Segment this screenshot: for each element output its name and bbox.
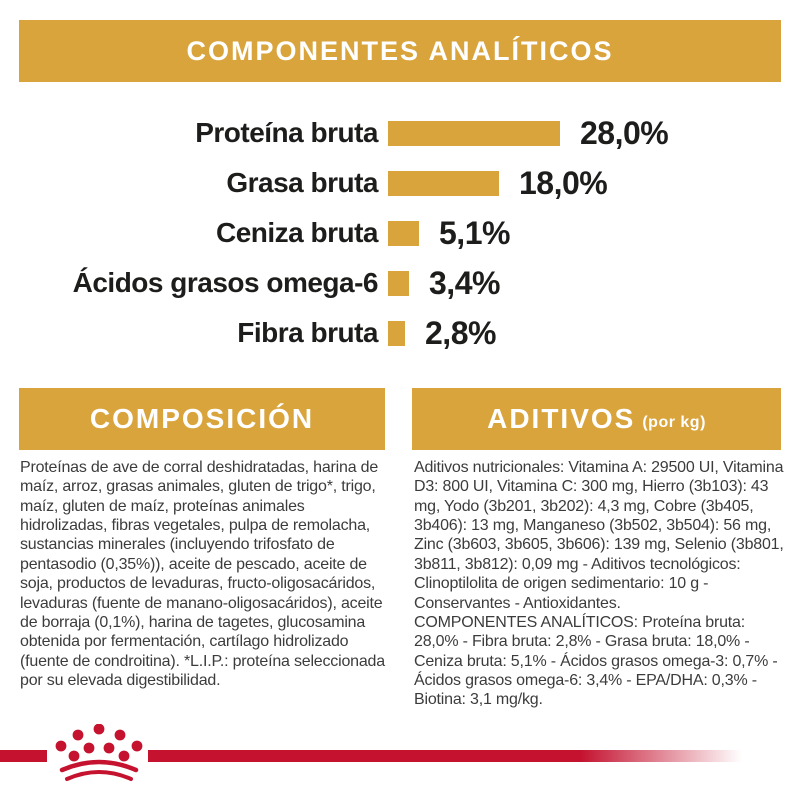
chart-bar — [388, 120, 560, 146]
chart-rows: Proteína bruta 28,0% Grasa bruta 18,0% C… — [0, 108, 800, 358]
analytical-components-chart: Proteína bruta 28,0% Grasa bruta 18,0% C… — [0, 108, 800, 358]
composition-body-text: Proteínas de ave de corral deshidratadas… — [20, 459, 385, 689]
chart-bar — [388, 220, 419, 246]
chart-row: Proteína bruta 28,0% — [0, 108, 800, 158]
chart-row: Ácidos grasos omega-6 3,4% — [0, 258, 800, 308]
composition-banner-title: COMPOSICIÓN — [89, 403, 315, 434]
chart-row-value: 5,1% — [439, 214, 510, 251]
chart-row-label: Ácidos grasos omega-6 — [72, 267, 379, 298]
brand-stripe-left — [0, 750, 47, 762]
chart-row-value: 3,4% — [429, 264, 500, 301]
additives-text-column: Aditivos nutricionales: Vitamina A: 2950… — [414, 458, 788, 710]
chart-row-value: 28,0% — [580, 114, 669, 151]
chart-row-label: Ceniza bruta — [215, 217, 379, 248]
chart-row: Fibra bruta 2,8% — [0, 308, 800, 358]
additives-banner-suffix: (por kg) — [642, 414, 706, 431]
composition-banner: COMPOSICIÓN — [19, 388, 385, 450]
chart-row: Grasa bruta 18,0% — [0, 158, 800, 208]
chart-row-value: 2,8% — [425, 314, 496, 351]
chart-row-label: Grasa bruta — [226, 167, 378, 198]
chart-row: Ceniza bruta 5,1% — [0, 208, 800, 258]
additives-banner-title: ADITIVOS — [487, 403, 636, 434]
chart-bar — [388, 270, 409, 296]
chart-bar — [388, 320, 405, 346]
chart-row-value: 18,0% — [519, 164, 608, 201]
brand-stripe-right — [148, 750, 748, 762]
additives-banner: ADITIVOS (por kg) — [412, 388, 781, 450]
additives-body-text: Aditivos nutricionales: Vitamina A: 2950… — [414, 459, 784, 612]
chart-row-label: Fibra bruta — [237, 317, 378, 348]
chart-bar — [388, 170, 499, 196]
chart-row-label: Proteína bruta — [195, 117, 378, 148]
composition-text-column: Proteínas de ave de corral deshidratadas… — [20, 458, 390, 690]
analytical-components-banner: COMPONENTES ANALÍTICOS — [19, 20, 781, 82]
royal-canin-crown-icon — [55, 724, 143, 781]
analytical-recap-text: COMPONENTES ANALÍTICOS: Proteína bruta: … — [414, 613, 778, 709]
